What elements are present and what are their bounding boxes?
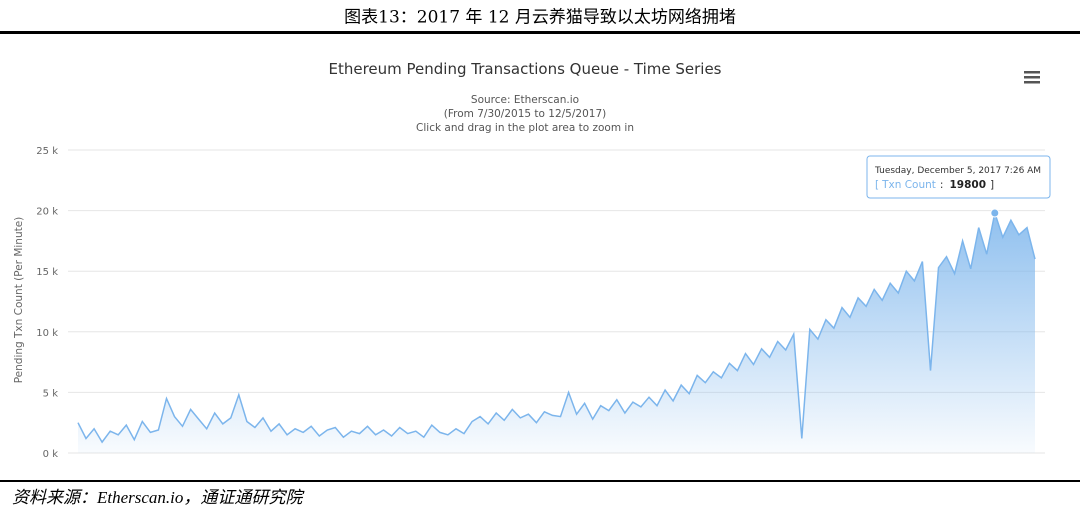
figure-title: 图表13：2017 年 12 月云养猫导致以太坊网络拥堵 (344, 8, 736, 28)
tooltip-series: Txn Count (881, 179, 936, 191)
tooltip-separator: : (940, 179, 944, 191)
tooltip-bracket: ] (990, 179, 994, 191)
plot: 0 k 5 k 10 k 15 k 20 k 25 k (36, 146, 1045, 460)
line (77, 210, 1036, 444)
y-tick-label: 20 k (36, 207, 58, 218)
tooltip-value: 19800 (949, 179, 986, 191)
chart-title: Ethereum Pending Transactions Queue - Ti… (328, 60, 721, 78)
y-tick-label: 10 k (36, 328, 58, 339)
source-note: 资料来源：Etherscan.io，通证通研究院 (12, 488, 305, 507)
y-tick-label: 25 k (36, 146, 58, 157)
tooltip: Tuesday, December 5, 2017 7:26 AM [Txn Co… (866, 155, 1051, 218)
hover-point (990, 208, 1000, 218)
y-tick-label: 15 k (36, 267, 58, 278)
subtitle: (From 7/30/2015 to 12/5/2017) (444, 108, 606, 120)
subtitle: Click and drag in the plot area to zoom … (416, 122, 634, 134)
rule (0, 480, 1080, 482)
tooltip-date: Tuesday, December 5, 2017 7:26 AM (874, 166, 1041, 176)
subtitle: Source: Etherscan.io (471, 94, 579, 106)
tooltip-row: [Txn Count:19800] (875, 179, 994, 191)
y-tick-label: 0 k (43, 449, 59, 460)
y-tick-label: 5 k (43, 388, 59, 399)
y-axis-label: Pending Txn Count (Per Minute) (13, 217, 25, 384)
menu-icon[interactable] (1024, 71, 1040, 84)
tooltip-bracket: [ (875, 179, 879, 191)
area (78, 213, 1035, 453)
tooltip-box (866, 155, 1051, 199)
rule (0, 31, 1080, 34)
